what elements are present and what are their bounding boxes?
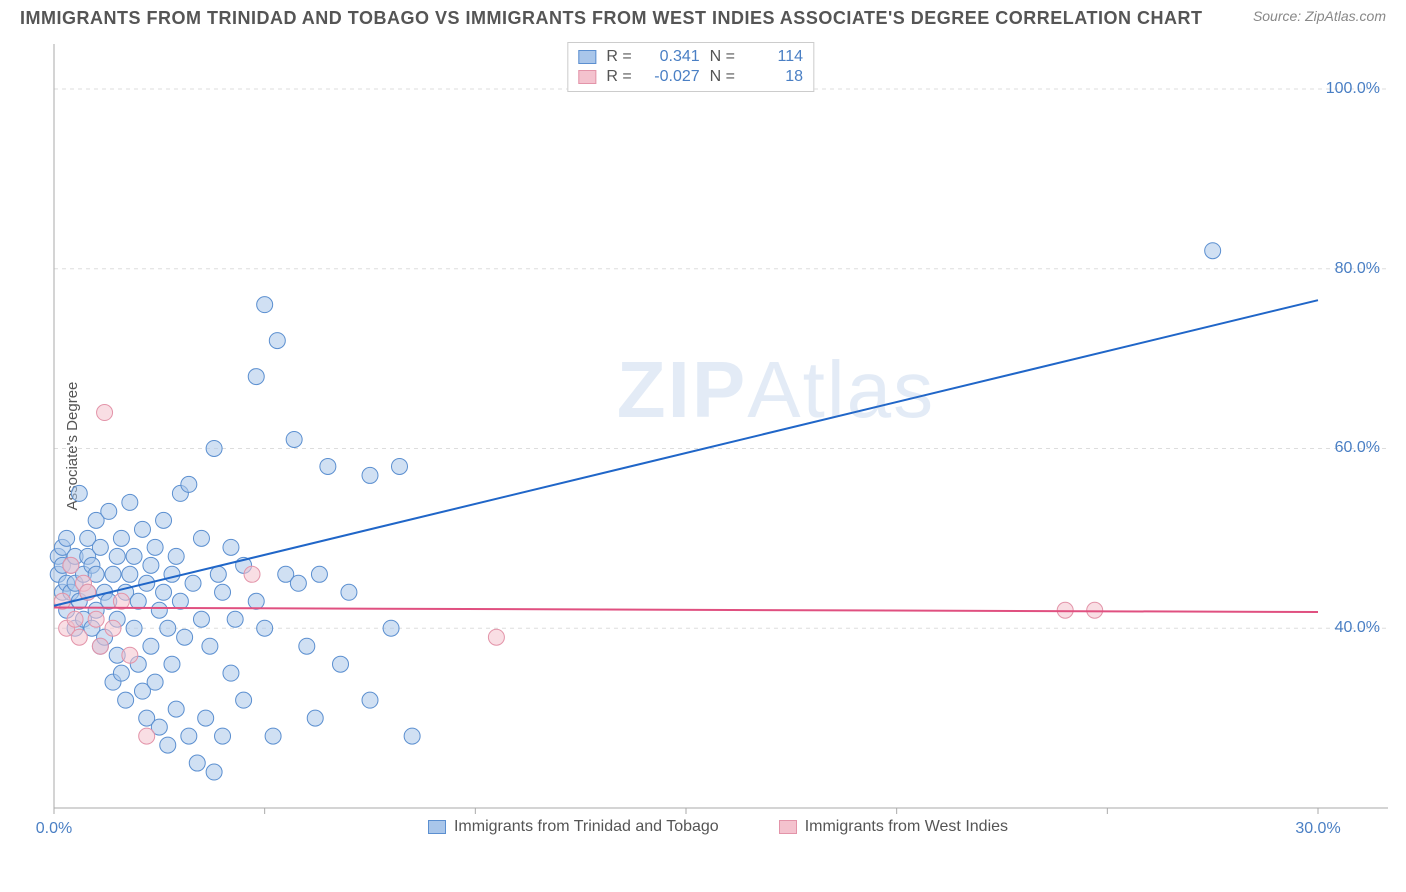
y-tick-label: 80.0% (1335, 260, 1388, 278)
y-tick-label: 60.0% (1335, 439, 1388, 457)
legend-row-2: R = -0.027 N = 18 (578, 67, 803, 87)
y-tick-label: 40.0% (1335, 619, 1388, 637)
legend-n-label: N = (710, 68, 735, 86)
legend-swatch-trinidad (428, 820, 446, 834)
chart-title: IMMIGRANTS FROM TRINIDAD AND TOBAGO VS I… (20, 8, 1202, 29)
legend-item-2: Immigrants from West Indies (779, 818, 1008, 836)
legend-r-value-1: 0.341 (642, 48, 700, 66)
legend-r-label: R = (606, 68, 631, 86)
chart-svg (48, 38, 1388, 838)
source-attribution: Source: ZipAtlas.com (1253, 8, 1386, 24)
legend-n-value-1: 114 (745, 48, 803, 66)
legend-label-trinidad: Immigrants from Trinidad and Tobago (454, 818, 719, 836)
x-tick-label: 30.0% (1295, 820, 1340, 838)
legend-n-value-2: 18 (745, 68, 803, 86)
legend-swatch-westindies (779, 820, 797, 834)
legend-label-westindies: Immigrants from West Indies (805, 818, 1008, 836)
legend-item-1: Immigrants from Trinidad and Tobago (428, 818, 719, 836)
y-tick-label: 100.0% (1326, 80, 1388, 98)
plot-area: ZIPAtlas (48, 38, 1388, 838)
legend-n-label: N = (710, 48, 735, 66)
correlation-legend: R = 0.341 N = 114 R = -0.027 N = 18 (567, 42, 814, 92)
series-legend: Immigrants from Trinidad and Tobago Immi… (48, 818, 1388, 836)
x-tick-label: 0.0% (36, 820, 72, 838)
legend-r-label: R = (606, 48, 631, 66)
legend-r-value-2: -0.027 (642, 68, 700, 86)
legend-swatch-2 (578, 70, 596, 84)
legend-row-1: R = 0.341 N = 114 (578, 47, 803, 67)
legend-swatch-1 (578, 50, 596, 64)
